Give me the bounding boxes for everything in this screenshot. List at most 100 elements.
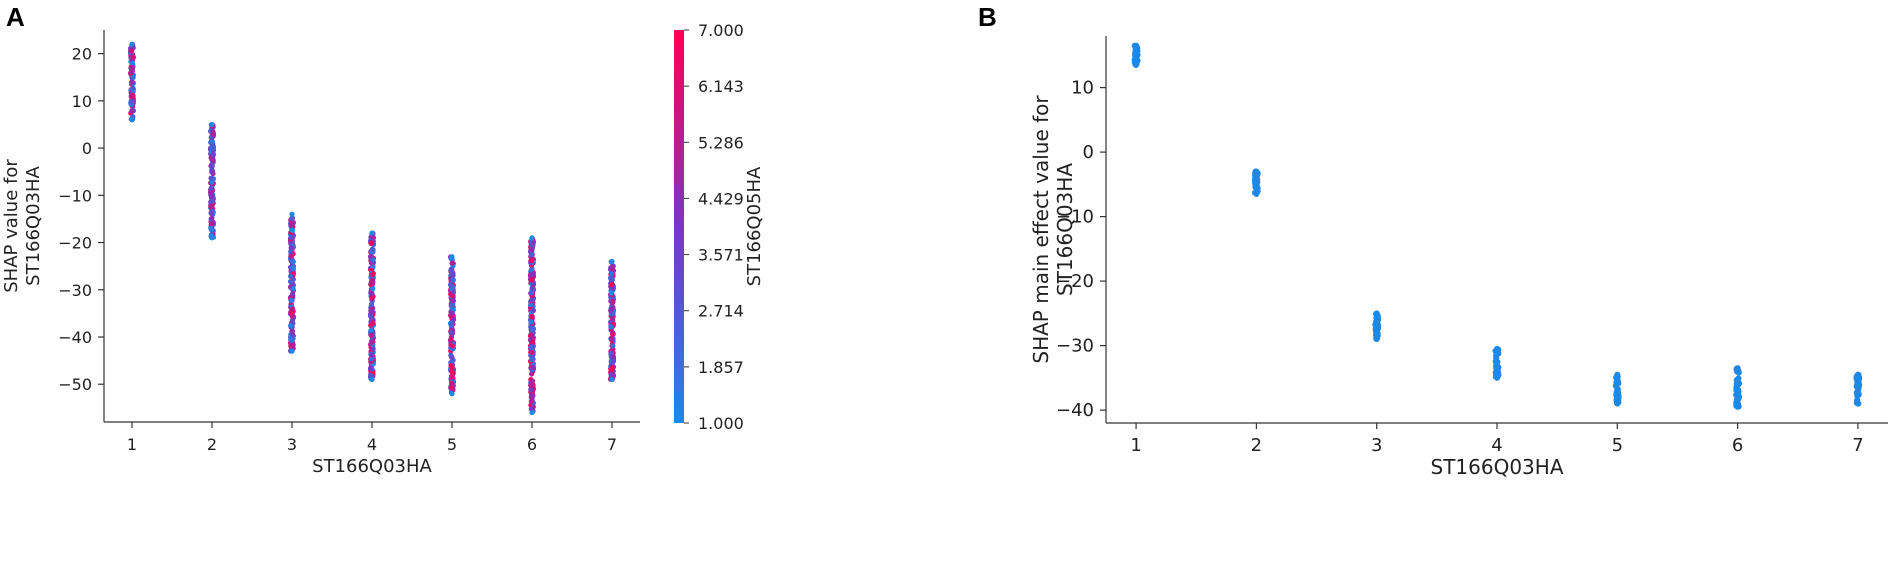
chart-a-y-axis-label: SHAP value forST166Q03HA — [1, 159, 44, 293]
chart-a-point — [369, 290, 375, 297]
chart-a-point — [530, 271, 536, 277]
chart-a-point — [529, 313, 535, 319]
chart-a-point — [369, 339, 375, 345]
chart-b-point — [1854, 371, 1861, 378]
chart-a-point — [288, 322, 294, 329]
chart-b-point — [1494, 345, 1500, 352]
chart-a: 20 10 0 −10 −20 −30 −40 −50 1 2 3 4 5 6 7 ST166Q03HA SHA… — [1, 21, 765, 477]
chart-b-point — [1735, 375, 1742, 382]
chart-a-point — [290, 291, 296, 297]
chart-a-point — [528, 398, 534, 404]
chart-b-point — [1373, 321, 1380, 328]
colorbar-tick-label: 7.000 — [698, 21, 744, 40]
chart-a-point — [290, 259, 296, 265]
chart-a-point — [449, 354, 455, 361]
chart-a-x-tick-label: 3 — [287, 435, 297, 454]
chart-b-x-axis-label: ST166Q03HA — [1431, 455, 1564, 479]
chart-a-point — [128, 48, 134, 54]
chart-a-point — [129, 79, 135, 85]
chart-a-point — [289, 211, 295, 217]
chart-a-point — [368, 332, 374, 338]
chart-a-point — [450, 277, 456, 283]
chart-a-point — [529, 235, 535, 241]
chart-b-y-tick-label: −10 — [1056, 207, 1094, 228]
chart-b-point — [1492, 358, 1499, 365]
chart-a-point — [288, 297, 294, 303]
chart-a-y-tick-label: 10 — [72, 92, 92, 111]
chart-b-x-tick-label: 3 — [1371, 435, 1382, 456]
chart-a-point — [368, 327, 374, 334]
chart-a-point — [289, 337, 295, 343]
chart-a-point — [529, 409, 535, 416]
chart-b-point — [1252, 179, 1259, 186]
chart-a-point — [528, 332, 535, 338]
chart-a-point — [367, 365, 374, 371]
chart-a-x-tick-label: 5 — [447, 435, 457, 454]
chart-a-point — [528, 319, 534, 325]
chart-a-point — [530, 307, 536, 313]
chart-a-point — [289, 215, 295, 221]
chart-a-point — [528, 344, 534, 350]
chart-a-point — [609, 365, 615, 371]
chart-b-point — [1733, 387, 1740, 394]
chart-a-x-axis-label: ST166Q03HA — [312, 456, 432, 477]
panel-a-label: A — [6, 2, 25, 32]
chart-b-x-tick-label: 6 — [1732, 435, 1743, 456]
chart-a-y-tick-label: 20 — [72, 45, 92, 64]
chart-b-point — [1855, 385, 1862, 392]
colorbar-tick-label: 4.429 — [698, 189, 744, 208]
chart-b-point — [1855, 378, 1862, 385]
chart-a-point — [367, 253, 374, 260]
chart-b-point — [1375, 317, 1382, 324]
chart-b-point — [1132, 57, 1139, 64]
chart-b-point — [1734, 403, 1741, 410]
chart-a-point — [129, 41, 135, 47]
chart-a-point — [450, 375, 456, 381]
chart-a-point — [449, 380, 455, 386]
chart-a-point — [368, 240, 374, 246]
colorbar-tick-label: 3.571 — [698, 246, 744, 265]
panel-b: B 10 0 −10 −20 −30 −40 1 2 3 4 5 6 7 ST166Q03HA SHAP m… — [960, 0, 1902, 583]
chart-a-y-tick-label: 0 — [82, 139, 92, 158]
chart-b-point — [1133, 62, 1140, 69]
chart-b-y-tick-label: −30 — [1056, 336, 1094, 357]
chart-b-point — [1734, 380, 1741, 387]
chart-a-point — [609, 266, 615, 272]
chart-b-y-axis-label: SHAP main effect value forST166Q03HA — [1029, 95, 1077, 364]
chart-a-point — [449, 293, 455, 299]
chart-a-point — [289, 348, 295, 354]
chart-a-point — [287, 273, 294, 279]
chart-a-point — [369, 321, 375, 327]
colorbar-tick-label: 5.286 — [698, 133, 744, 152]
chart-a-point — [289, 328, 295, 335]
colorbar-tick-label: 1.000 — [698, 414, 744, 433]
chart-a-point — [369, 376, 375, 383]
panel-a: A 20 10 0 −10 −20 −30 −40 −50 1 2 3 4 5 6 7 ST166Q03HA S… — [1, 2, 765, 477]
chart-a-point — [530, 326, 537, 332]
chart-a-point — [288, 222, 294, 228]
chart-b-x-tick-label: 1 — [1130, 435, 1141, 456]
chart-a-point — [529, 290, 535, 296]
chart-a-point — [448, 329, 454, 336]
chart-a-point — [529, 247, 535, 253]
chart-a-point — [528, 382, 534, 388]
chart-a-point — [449, 302, 455, 308]
chart-a-point — [289, 313, 296, 320]
chart-a-point — [209, 215, 215, 221]
chart-b-y-tick-label: 0 — [1083, 142, 1094, 163]
colorbar-tick-label: 1.857 — [698, 358, 744, 377]
chart-a-y-tick-label: −20 — [58, 234, 92, 253]
chart-b-point — [1734, 365, 1741, 372]
chart-b-y-tick-label: −40 — [1056, 400, 1094, 421]
chart-a-point — [370, 346, 376, 352]
chart-a-x-tick-label: 7 — [607, 435, 617, 454]
chart-a-point — [288, 245, 294, 251]
chart-a-point — [370, 271, 376, 277]
chart-b-point — [1494, 364, 1501, 371]
chart-b-point — [1734, 398, 1741, 405]
chart-b-point — [1614, 371, 1621, 378]
chart-a-point — [528, 267, 534, 273]
chart-a-point — [609, 281, 615, 288]
chart-a-point — [209, 163, 215, 169]
chart-a-point — [207, 190, 214, 196]
